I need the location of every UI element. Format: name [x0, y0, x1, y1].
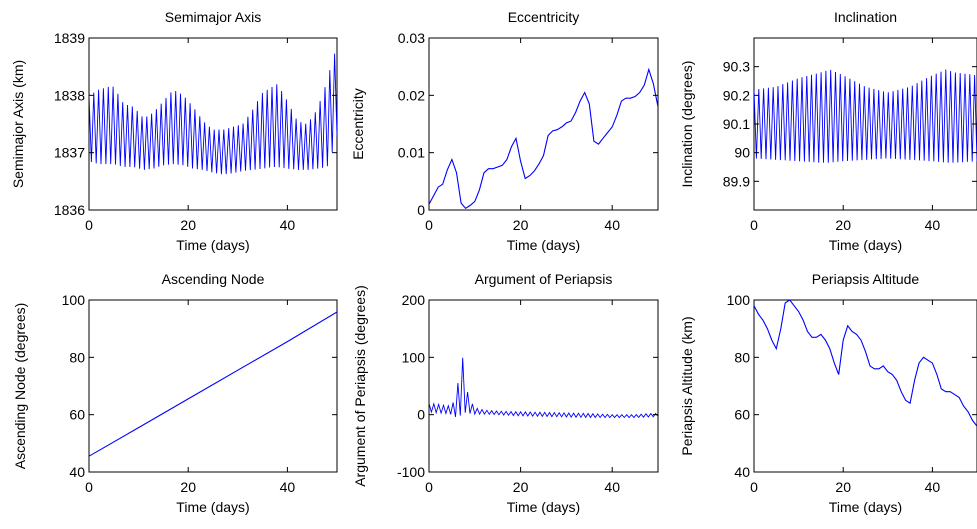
x-axis-label: Time (days) — [507, 237, 580, 253]
y-tick-label: 89.9 — [723, 173, 750, 189]
subplot-title: Inclination — [834, 9, 897, 25]
x-tick-label: 20 — [513, 217, 529, 233]
x-tick-label: 20 — [180, 217, 196, 233]
y-axis-label: Periapsis Altitude (km) — [679, 316, 695, 455]
x-axis-label: Time (days) — [507, 499, 580, 515]
y-tick-label: 80 — [734, 349, 750, 365]
subplot-3: 0 20 40 89.9 90 90.1 90.2 90.3 Inclination Time (… — [679, 9, 977, 253]
y-tick-label: 100 — [62, 292, 86, 308]
y-tick-label: -100 — [397, 464, 425, 480]
y-tick-label: 40 — [734, 464, 750, 480]
y-tick-label: 90.3 — [723, 59, 750, 75]
y-tick-label: 1838 — [54, 87, 85, 103]
y-tick-label: 0.01 — [398, 145, 425, 161]
x-tick-label: 40 — [604, 479, 620, 495]
y-tick-label: 1836 — [54, 202, 85, 218]
data-series-1 — [429, 67, 658, 210]
subplot-title: Periapsis Altitude — [812, 271, 920, 287]
plot-area — [88, 37, 338, 211]
x-tick-label: 20 — [180, 479, 196, 495]
y-tick-label: 90 — [734, 145, 750, 161]
x-tick-label: 0 — [85, 479, 93, 495]
data-series-1 — [429, 357, 658, 419]
x-axis-label: Time (days) — [829, 237, 902, 253]
y-tick-label: 1839 — [54, 30, 85, 46]
x-tick-label: 0 — [425, 479, 433, 495]
y-tick-label: 60 — [69, 407, 85, 423]
y-tick-label: 0.02 — [398, 87, 425, 103]
x-tick-label: 20 — [513, 479, 529, 495]
plot-area — [88, 299, 338, 473]
x-tick-label: 0 — [85, 217, 93, 233]
x-axis-label: Time (days) — [176, 237, 249, 253]
y-tick-label: 90.2 — [723, 87, 750, 103]
y-tick-label: 90.1 — [723, 116, 750, 132]
y-tick-label: 100 — [402, 349, 426, 365]
subplot-2: 0 20 40 0 0.01 0.02 0.03 Eccentricity Time (days… — [350, 9, 659, 253]
plot-area — [428, 299, 659, 473]
x-tick-label: 40 — [280, 479, 296, 495]
subplot-title: Argument of Periapsis — [475, 271, 613, 287]
y-tick-label: 80 — [69, 349, 85, 365]
subplot-title: Eccentricity — [508, 9, 580, 25]
subplot-6: 0 20 40 40 60 80 100 Periapsis Altitude Time (da… — [679, 271, 977, 515]
data-series-1 — [754, 300, 977, 427]
y-tick-label: 40 — [69, 464, 85, 480]
data-series-1 — [89, 53, 337, 175]
x-tick-label: 40 — [925, 479, 941, 495]
x-tick-label: 40 — [280, 217, 296, 233]
y-tick-label: 100 — [727, 292, 751, 308]
x-axis-label: Time (days) — [176, 499, 249, 515]
x-tick-label: 20 — [835, 479, 851, 495]
plot-area — [753, 299, 977, 473]
x-tick-label: 0 — [425, 217, 433, 233]
x-tick-label: 0 — [750, 479, 758, 495]
y-axis-label: Inclination (degrees) — [679, 61, 695, 188]
y-axis-label: Semimajor Axis (km) — [10, 60, 26, 188]
subplot-title: Ascending Node — [162, 271, 265, 287]
y-tick-label: 1837 — [54, 145, 85, 161]
y-axis-label: Eccentricity — [350, 88, 366, 160]
subplot-4: 0 20 40 40 60 80 100 Ascending Node Time (days) A… — [12, 271, 338, 515]
x-tick-label: 20 — [835, 217, 851, 233]
data-series-1 — [89, 311, 337, 457]
y-tick-label: 200 — [402, 292, 426, 308]
x-axis-label: Time (days) — [829, 499, 902, 515]
subplot-title: Semimajor Axis — [165, 9, 261, 25]
subplot-1: 0 20 40 1836 1837 1838 1839 Semimajor Axis Time … — [10, 9, 338, 253]
data-series-1 — [754, 69, 977, 163]
y-tick-label: 60 — [734, 407, 750, 423]
x-tick-label: 0 — [750, 217, 758, 233]
y-tick-label: 0.03 — [398, 30, 425, 46]
x-tick-label: 40 — [604, 217, 620, 233]
y-axis-label: Ascending Node (degrees) — [12, 303, 28, 470]
x-tick-label: 40 — [925, 217, 941, 233]
y-axis-label: Argument of Periapsis (degrees) — [352, 285, 368, 487]
y-tick-label: 0 — [417, 407, 425, 423]
y-tick-label: 0 — [417, 202, 425, 218]
plot-area — [428, 37, 659, 211]
